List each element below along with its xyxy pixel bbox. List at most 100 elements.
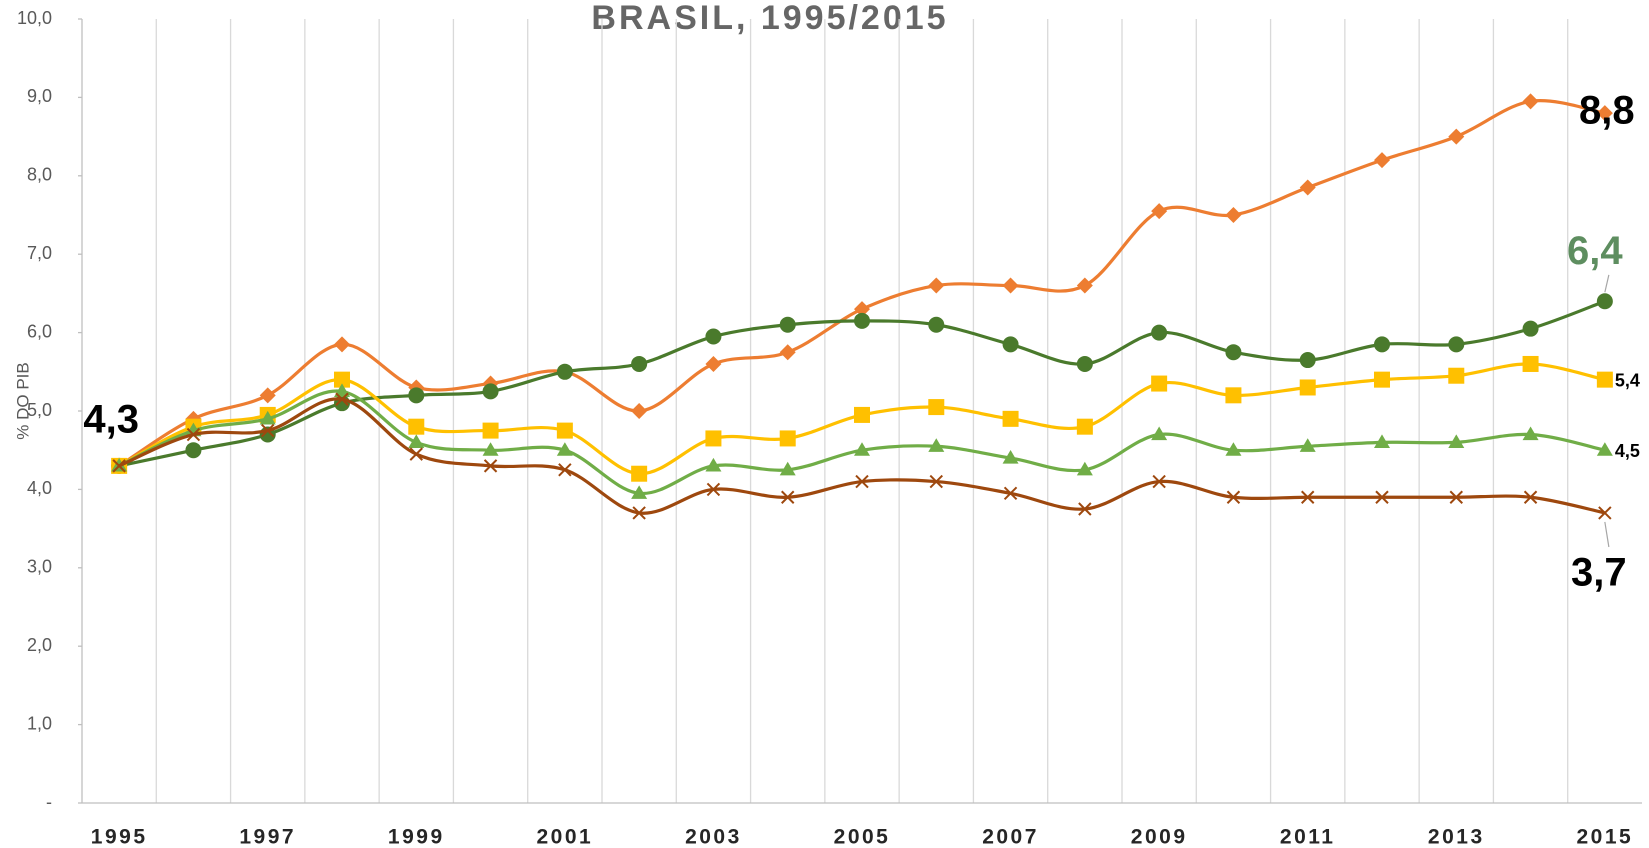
point [259,387,276,404]
point [631,403,648,419]
point [483,459,498,473]
point [928,316,945,333]
point [855,474,869,489]
point [779,316,796,333]
point [334,336,350,353]
point [854,406,870,423]
point [705,355,722,372]
y-tick-label: 2,0 [27,635,52,655]
point [1448,128,1465,145]
point [705,457,722,472]
point [1522,93,1539,110]
data-label: 3,7 [1571,550,1627,594]
x-tick-label: 2015 [1576,826,1633,848]
point [705,430,722,447]
point [1002,336,1019,353]
y-tick-label: 6,0 [27,321,52,341]
data-label: 4,5 [1615,441,1640,461]
point [408,387,425,404]
point [1374,434,1390,448]
point [1299,438,1316,452]
x-tick-label: 2001 [536,826,593,848]
point [1299,352,1316,369]
y-tick-label: 5,0 [27,400,52,420]
point [1299,379,1316,396]
point [1151,324,1168,341]
point [408,434,425,448]
data-label: 8,8 [1579,89,1635,133]
point [1151,203,1168,220]
point [1522,320,1539,337]
point [1596,371,1613,388]
point [1002,450,1019,464]
point [928,438,945,452]
y-tick-label: 10,0 [17,8,52,28]
point [409,447,423,461]
point [854,312,870,329]
data-label: 4,3 [83,397,139,441]
point [1523,490,1538,504]
point [185,442,202,459]
x-tick-label: 2005 [834,826,891,848]
point [482,422,499,439]
point [929,474,943,489]
series: 4,5 [111,383,1640,499]
y-axis-label: % DO PIB [13,362,32,439]
point [1598,506,1612,520]
point [1076,355,1093,372]
point [186,427,201,442]
point [1225,344,1242,361]
point [1301,490,1315,504]
point [706,482,721,497]
point [854,301,870,318]
point [1449,490,1463,504]
point [1002,410,1019,427]
point [556,363,573,380]
point [1003,486,1018,501]
leader-line [1604,274,1610,293]
point [1448,434,1465,448]
point [1448,336,1465,353]
point [1596,105,1613,122]
point [482,383,499,400]
point [556,422,573,439]
y-tick-label: - [46,792,52,812]
point [1152,474,1166,489]
leader-line [1604,521,1610,548]
point [1078,502,1092,516]
point [854,442,870,456]
point [1596,293,1613,310]
point [1076,461,1093,476]
point [779,430,796,447]
x-tick-label: 2003 [685,826,742,848]
y-tick-label: 4,0 [27,478,52,498]
series: 5,4 [111,355,1640,482]
x-tick-label: 2009 [1131,826,1188,848]
point [1225,442,1242,456]
point [1448,367,1465,384]
line [118,362,1606,476]
point [1151,426,1168,441]
y-tick-label: 9,0 [27,86,52,106]
point [928,277,945,294]
point [558,463,572,477]
point [631,465,648,482]
point [1522,426,1539,441]
line [118,397,1606,515]
point [1076,277,1093,294]
point [631,485,648,499]
x-tick-label: 1997 [239,826,296,848]
point [928,399,945,416]
point [1596,442,1613,456]
series: 6,4 [111,229,1623,474]
chart-title: BRASIL, 1995/2015 [591,0,948,37]
x-tick-label: 2013 [1428,826,1485,848]
point [705,328,722,345]
point [1375,490,1389,504]
point [261,423,275,438]
point [112,459,126,473]
point [1151,375,1168,392]
point [1522,355,1539,372]
